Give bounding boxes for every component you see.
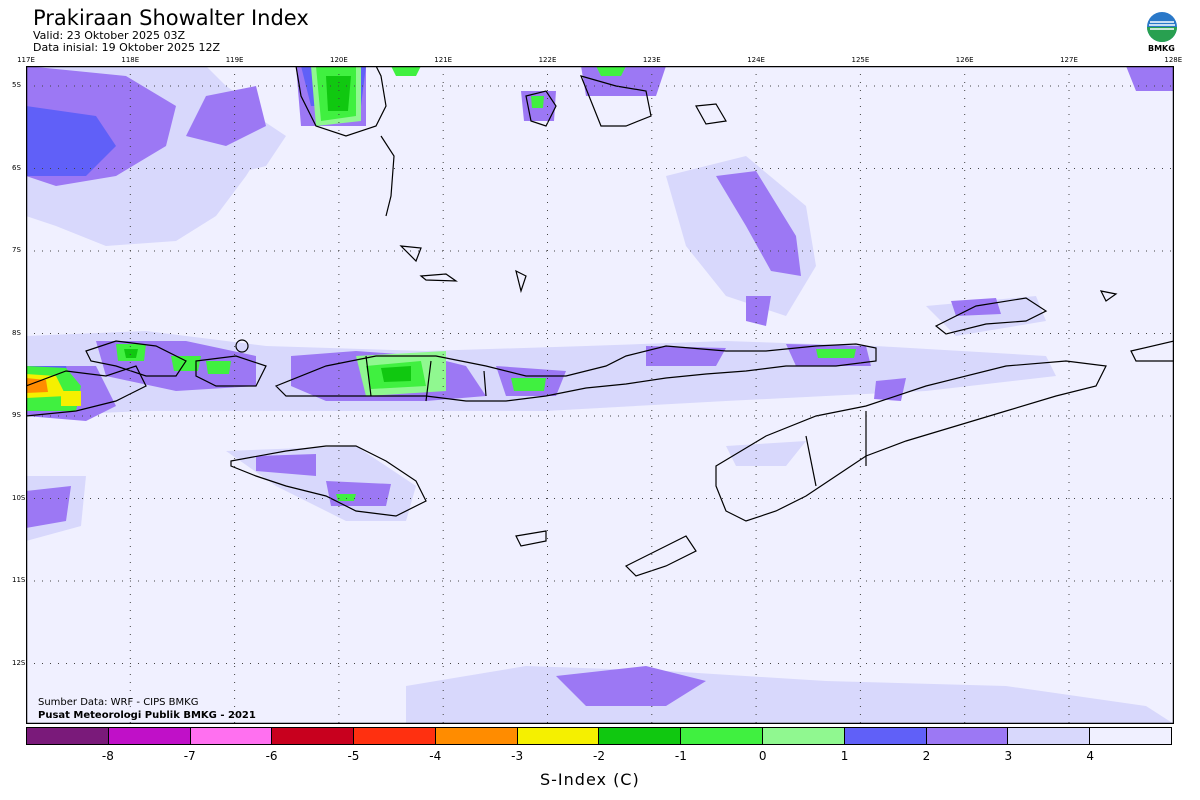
lat-label: 7S xyxy=(12,246,21,254)
data-source: Sumber Data: WRF - CIPS BMKG xyxy=(38,697,199,708)
colorbar-segment xyxy=(599,728,682,744)
lon-label: 124E xyxy=(747,56,765,64)
lon-label: 123E xyxy=(642,56,661,64)
map-title: Prakiraan Showalter Index xyxy=(33,6,309,30)
lat-label: 10S xyxy=(12,493,26,502)
valid-time: Valid: 23 Oktober 2025 03Z xyxy=(33,29,186,42)
colorbar-segment xyxy=(1008,728,1091,744)
init-time: Data inisial: 19 Oktober 2025 12Z xyxy=(33,41,220,54)
colorbar-tick-label: -7 xyxy=(183,749,196,763)
colorbar xyxy=(26,727,1172,745)
colorbar-segment xyxy=(844,728,927,744)
lon-label: 122E xyxy=(538,56,557,64)
colorbar-tick-label: -2 xyxy=(593,749,605,763)
colorbar-tick-label: -3 xyxy=(511,749,524,763)
colorbar-tick-label: -5 xyxy=(347,749,360,763)
lon-label: 128E xyxy=(1164,56,1183,64)
bmkg-logo-icon xyxy=(1147,12,1177,42)
colorbar-segment xyxy=(681,728,764,744)
lon-label: 119E xyxy=(225,56,244,64)
colorbar-tick-label: 1 xyxy=(840,749,849,763)
lat-label: 12S xyxy=(12,658,26,667)
warm-shading xyxy=(26,366,81,411)
showalter-map xyxy=(26,66,1174,724)
colorbar-segment xyxy=(517,728,600,744)
colorbar-tick-label: -4 xyxy=(429,749,442,763)
colorbar-segment xyxy=(354,728,436,744)
colorbar-tick-label: 3 xyxy=(1004,749,1013,763)
lat-label: 5S xyxy=(12,81,21,89)
colorbar-segment xyxy=(190,728,273,744)
lon-label: 118E xyxy=(121,56,140,64)
colorbar-segment xyxy=(108,728,191,744)
colorbar-tick-label: 2 xyxy=(922,749,931,763)
colorbar-tick-label: -1 xyxy=(674,749,687,763)
map-frame xyxy=(26,66,1174,724)
lon-label: 125E xyxy=(851,56,870,64)
colorbar-segment xyxy=(27,728,109,744)
colorbar-segment xyxy=(1090,728,1171,744)
coastlines xyxy=(26,66,1174,577)
lon-label: 120E xyxy=(329,56,348,64)
lat-label: 8S xyxy=(12,328,21,337)
lon-label: 117E xyxy=(17,56,35,64)
colorbar-segment xyxy=(272,728,355,744)
lat-label: 6S xyxy=(12,163,21,172)
logo-text: BMKG xyxy=(1148,44,1175,53)
darkgreen-shading xyxy=(124,76,411,382)
colorbar-segment xyxy=(435,728,518,744)
colorbar-tick-label: 4 xyxy=(1086,749,1094,763)
colorbar-tick-label: -6 xyxy=(265,749,278,763)
colorbar-title: S-Index (C) xyxy=(540,770,640,789)
lat-lon-grid xyxy=(26,66,1174,724)
colorbar-segment xyxy=(926,728,1009,744)
lon-label: 126E xyxy=(955,56,974,64)
colorbar-segment xyxy=(763,728,845,744)
colorbar-tick-label: -8 xyxy=(101,749,114,763)
lat-label: 11S xyxy=(12,576,26,584)
colorbar-tick-label: 0 xyxy=(758,749,767,763)
credit: Pusat Meteorologi Publik BMKG - 2021 xyxy=(38,710,256,721)
lat-label: 9S xyxy=(12,411,21,419)
lon-label: 121E xyxy=(434,56,453,64)
lon-label: 127E xyxy=(1060,56,1078,64)
